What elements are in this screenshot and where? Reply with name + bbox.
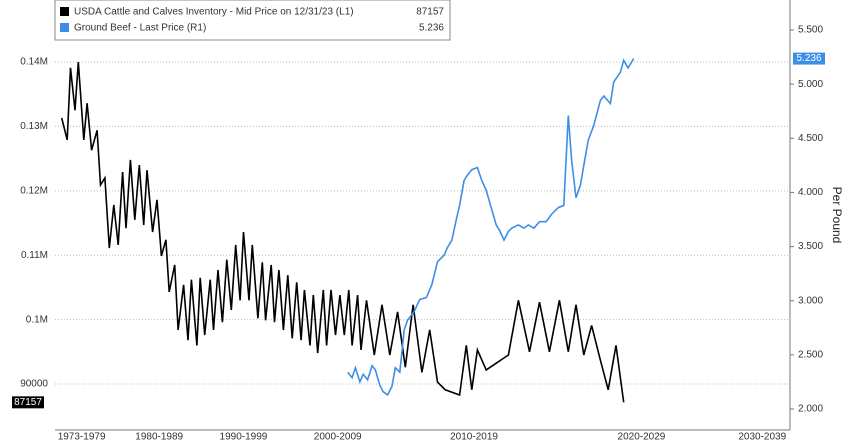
last-value-label: 87157 [14, 397, 42, 408]
legend-value: 5.236 [419, 23, 444, 34]
legend-value: 87157 [416, 7, 444, 18]
y2-tick-label: 2.500 [798, 349, 823, 360]
last-value-tag [793, 52, 825, 65]
legend-swatch [60, 23, 69, 32]
y2-tick-label: 5.000 [798, 79, 823, 90]
y-tick-label: 0.11M [21, 250, 48, 261]
y2-tick-label: 4.500 [798, 133, 823, 144]
y2-tick-label: 2.000 [798, 404, 823, 415]
legend [54, 0, 451, 41]
x-tick-label: 2020-2029 [618, 432, 666, 442]
x-tick-label: 1973-1979 [58, 432, 106, 442]
series-line [60, 61, 625, 403]
x-tick-label: 2000-2009 [314, 432, 362, 442]
y2-tick-label: 3.500 [798, 241, 823, 252]
x-tick-label: 2030-2039 [738, 432, 786, 442]
series-line [347, 58, 635, 397]
plot-area: 90000 0.1M 0.11M 0.12M 0.13M 0.14M 2.000 2.500 3… [20, 25, 823, 442]
x-tick-label: 1990-1999 [220, 432, 268, 442]
y-tick-label: 90000 [20, 379, 48, 390]
legend-swatch [60, 7, 69, 16]
legend-label: USDA Cattle and Calves Inventory - Mid P… [74, 7, 354, 18]
x-tick-label: 1980-1989 [135, 432, 183, 442]
y-tick-label: 0.12M [20, 185, 48, 196]
y2-tick-label: 5.500 [798, 25, 823, 36]
last-value-label: 5.236 [796, 53, 821, 64]
last-value-tag [12, 396, 44, 409]
legend-label: Ground Beef - Last Price (R1) [74, 23, 206, 34]
y-tick-label: 0.14M [20, 57, 48, 68]
y-tick-label: 0.1M [26, 314, 48, 325]
y-tick-label: 0.13M [20, 121, 48, 132]
y2-tick-label: 4.000 [798, 187, 823, 198]
x-tick-label: 2010-2019 [450, 432, 498, 442]
y2-axis-title: Per Pound [830, 187, 844, 244]
y2-tick-label: 3.000 [798, 295, 823, 306]
